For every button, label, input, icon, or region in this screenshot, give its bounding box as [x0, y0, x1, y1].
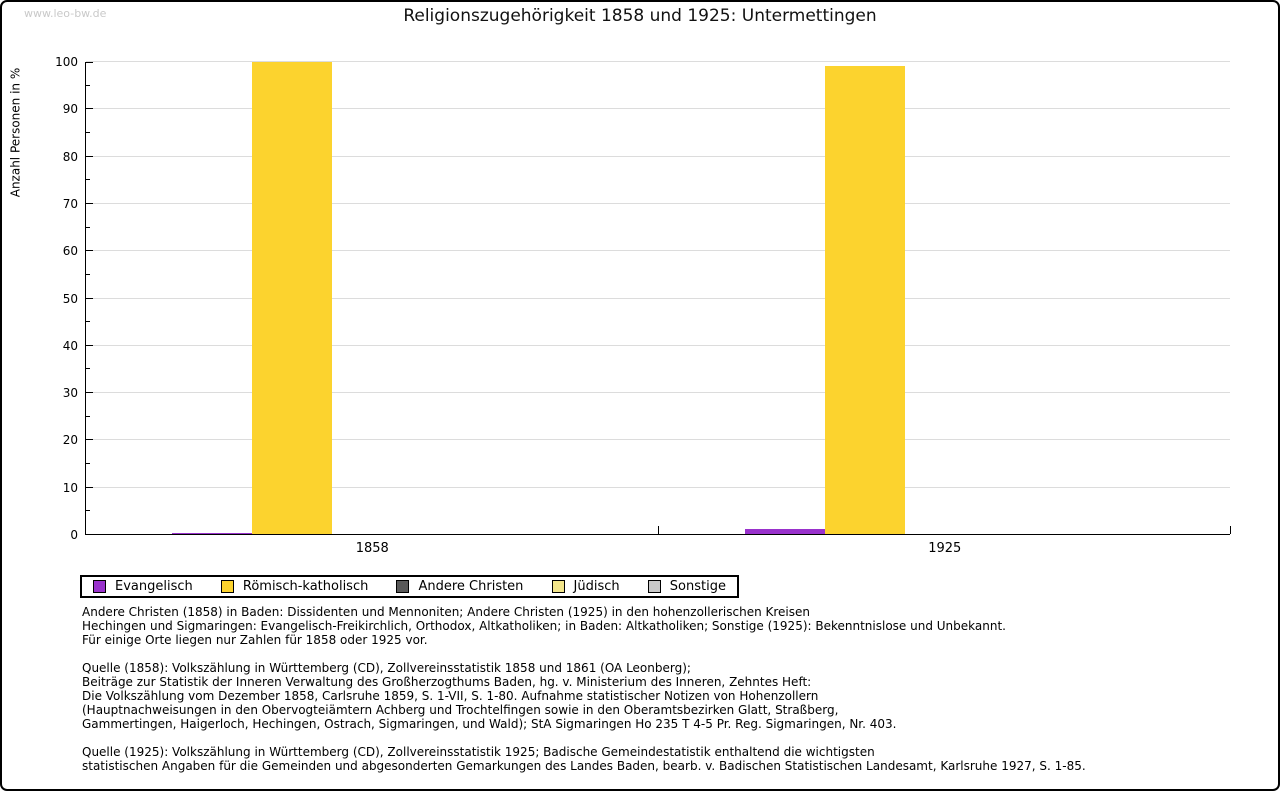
bar-r-misch-katholisch-1858	[252, 62, 333, 534]
y-tick-label: 60	[62, 244, 78, 259]
legend-item: Jüdisch	[551, 579, 620, 594]
legend-label: Sonstige	[669, 579, 726, 594]
x-tick	[657, 526, 659, 534]
plot-area: 0 10 20 30 40 50 60 70 80 90 100 1858 1925	[55, 56, 1231, 556]
y-tick	[86, 202, 93, 204]
legend-swatch	[551, 580, 565, 593]
y-axis-label: Anzahl Personen in %	[8, 67, 23, 198]
y-minor-tick	[86, 463, 90, 465]
y-tick	[86, 297, 93, 299]
chart-title: Religionszugehörigkeit 1858 und 1925: Un…	[403, 6, 877, 26]
y-tick	[86, 344, 93, 346]
watermark: www.leo-bw.de	[24, 7, 107, 20]
x-category-label: 1925	[928, 541, 962, 556]
y-tick	[86, 62, 93, 63]
gridline	[86, 344, 1230, 346]
y-minor-tick	[86, 84, 90, 86]
y-minor-tick	[86, 321, 90, 323]
y-minor-tick	[86, 226, 90, 228]
y-minor-tick	[86, 179, 90, 181]
note-definitions: Andere Christen (1858) in Baden: Disside…	[82, 605, 1006, 647]
y-minor-tick	[86, 368, 90, 370]
x-category-label: 1858	[355, 541, 389, 556]
y-tick-label: 50	[62, 291, 78, 306]
y-tick	[86, 155, 93, 157]
bar-evangelisch-1858	[172, 532, 253, 534]
y-tick	[86, 250, 93, 252]
y-tick-label: 30	[62, 386, 78, 401]
y-minor-tick	[86, 415, 90, 417]
gridline	[86, 297, 1230, 299]
y-tick-label: 100	[55, 55, 78, 69]
gridline	[86, 155, 1230, 157]
gridline	[86, 108, 1230, 110]
y-tick-label: 90	[62, 102, 78, 117]
note-source-1858: Quelle (1858): Volkszählung in Württembe…	[82, 661, 897, 731]
x-tick	[1230, 526, 1231, 534]
y-tick-label: 10	[62, 480, 78, 495]
y-tick	[86, 439, 93, 441]
gridline	[86, 439, 1230, 441]
y-tick	[86, 392, 93, 394]
legend-item: Andere Christen	[396, 579, 523, 594]
legend-item: Sonstige	[647, 579, 726, 594]
y-minor-tick	[86, 510, 90, 512]
note-source-1925: Quelle (1925): Volkszählung in Württembe…	[82, 745, 1086, 773]
legend-swatch	[396, 580, 410, 593]
legend-swatch	[647, 580, 661, 593]
bar-r-misch-katholisch-1925	[824, 66, 905, 534]
legend-label: Andere Christen	[418, 579, 524, 594]
gridline	[86, 61, 1230, 62]
y-tick-label: 40	[62, 338, 78, 353]
legend-item: Römisch-katholisch	[220, 579, 369, 594]
legend-label: Jüdisch	[573, 579, 620, 594]
y-minor-tick	[86, 131, 90, 133]
gridline	[86, 392, 1230, 394]
legend-label: Römisch-katholisch	[242, 579, 369, 594]
source-notes: Andere Christen (1858) in Baden: Disside…	[82, 605, 1262, 787]
y-tick	[86, 486, 93, 488]
legend-swatch	[93, 580, 106, 593]
legend: Evangelisch Römisch-katholisch Andere Chri…	[80, 575, 739, 598]
y-minor-tick	[86, 273, 90, 275]
bar-evangelisch-1925	[744, 528, 825, 534]
gridline	[86, 486, 1230, 488]
gridline	[86, 250, 1230, 252]
gridline	[86, 202, 1230, 204]
y-tick-label: 70	[62, 196, 78, 211]
y-tick-label: 80	[62, 149, 78, 164]
y-tick-label: 20	[62, 433, 78, 448]
y-tick	[86, 108, 93, 110]
legend-swatch	[220, 580, 234, 593]
legend-label: Evangelisch	[115, 579, 193, 594]
legend-item: Evangelisch	[93, 579, 193, 594]
y-tick-label: 0	[70, 528, 78, 542]
